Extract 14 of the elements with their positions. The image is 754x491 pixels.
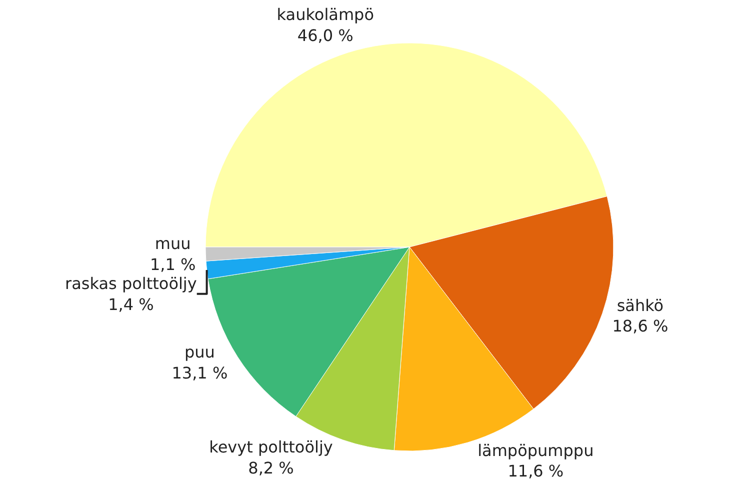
data-label: 18,6 % bbox=[612, 316, 668, 336]
slice-label: kevyt polttoöljy bbox=[209, 438, 333, 457]
slice-label: kaukolämpö bbox=[276, 5, 374, 24]
data-label: 11,6 % bbox=[508, 462, 564, 481]
slice-label: sähkö bbox=[616, 296, 664, 315]
data-label: 1,4 % bbox=[108, 294, 154, 314]
data-label: 8,2 % bbox=[248, 458, 294, 478]
slice-label: lämpöpumppu bbox=[478, 440, 594, 460]
data-label: 13,1 % bbox=[172, 364, 228, 383]
slice-label: raskas polttoöljy bbox=[65, 274, 197, 293]
data-label: 46,0 % bbox=[297, 26, 354, 45]
slice-label: puu bbox=[184, 342, 215, 362]
slice-label: muu bbox=[154, 234, 191, 254]
data-label: 1,1 % bbox=[150, 254, 196, 274]
